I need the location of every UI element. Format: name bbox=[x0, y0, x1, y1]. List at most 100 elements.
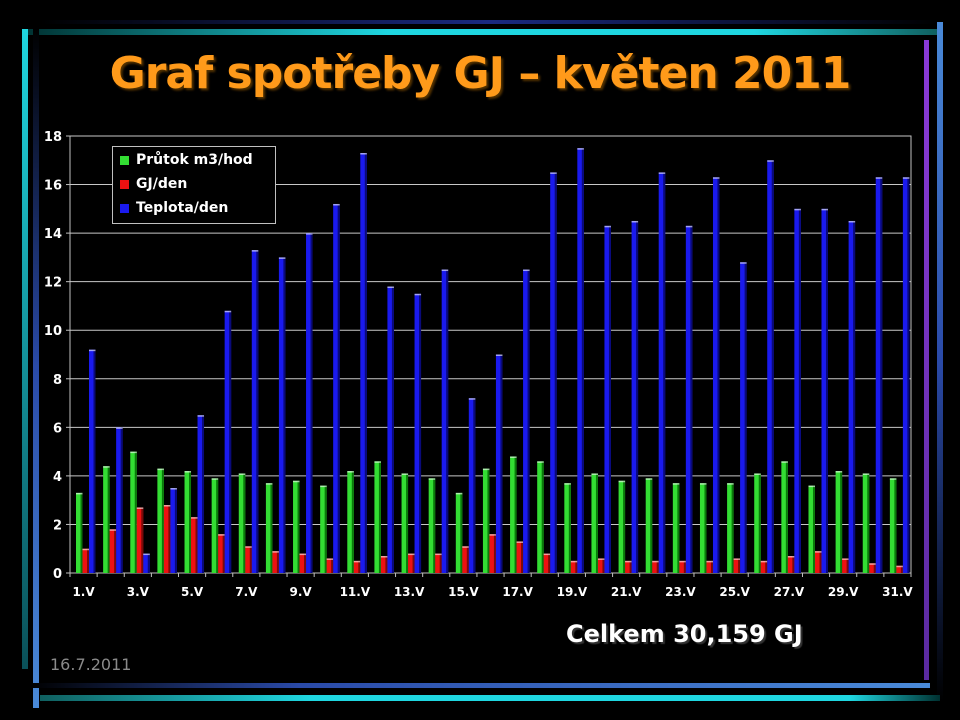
bar-gj-shade bbox=[331, 558, 334, 573]
x-tick-label: 3.V bbox=[127, 585, 150, 599]
bar-gj bbox=[842, 558, 849, 573]
bar-temp bbox=[89, 349, 96, 573]
bar-gj bbox=[869, 563, 876, 573]
bar-flow bbox=[374, 461, 381, 573]
bar-flow-shade bbox=[758, 473, 761, 573]
bar-gj-shade bbox=[439, 553, 442, 573]
bar-flow-shade bbox=[568, 483, 571, 573]
legend-entry-flow: Průtok m3/hod bbox=[119, 149, 253, 171]
bar-gj-top bbox=[245, 546, 252, 548]
bar-temp-shade bbox=[310, 233, 313, 573]
bar-temp-shade bbox=[147, 553, 150, 573]
bar-gj bbox=[733, 558, 741, 573]
y-tick-label: 12 bbox=[44, 276, 62, 291]
bar-flow-shade bbox=[487, 468, 490, 573]
bar-temp-top bbox=[577, 148, 584, 150]
bar-temp-shade bbox=[202, 415, 205, 573]
bar-temp-top bbox=[468, 398, 476, 400]
y-tick-label: 6 bbox=[53, 421, 62, 436]
bar-gj bbox=[380, 556, 388, 573]
x-tick-label: 23.V bbox=[665, 585, 696, 599]
bar-gj-shade bbox=[412, 553, 415, 573]
bar-temp-top bbox=[821, 208, 828, 211]
bar-gj bbox=[489, 534, 496, 573]
bar-temp-shade bbox=[174, 488, 177, 573]
bar-temp-shade bbox=[256, 250, 259, 573]
bar-flow bbox=[699, 483, 707, 573]
bar-flow-top bbox=[347, 471, 354, 473]
bar-gj-top bbox=[462, 546, 469, 548]
bar-gj-shade bbox=[114, 529, 117, 573]
bar-flow-top bbox=[727, 483, 734, 485]
bar-gj bbox=[814, 551, 822, 573]
bar-gj-shade bbox=[249, 546, 252, 573]
bar-temp bbox=[875, 177, 883, 573]
bar-flow bbox=[835, 471, 843, 573]
bar-flow bbox=[672, 483, 680, 573]
bar-gj-shade bbox=[873, 563, 876, 573]
bar-temp-shade bbox=[419, 293, 422, 573]
frame-bar-left-cyan bbox=[22, 29, 28, 669]
bar-flow-shade bbox=[134, 451, 137, 573]
bar-temp bbox=[197, 415, 205, 573]
bar-flow bbox=[591, 473, 598, 573]
bar-temp-top bbox=[767, 160, 774, 162]
bar-flow bbox=[401, 473, 409, 573]
bar-temp-top bbox=[224, 310, 232, 313]
bar-flow-top bbox=[482, 468, 490, 471]
bar-flow bbox=[76, 492, 83, 573]
bar-flow bbox=[645, 478, 653, 573]
x-tick-label: 27.V bbox=[774, 585, 805, 599]
bar-gj-shade bbox=[276, 551, 279, 573]
bar-temp-shade bbox=[717, 177, 720, 573]
bar-gj-top bbox=[896, 565, 903, 568]
bar-temp-top bbox=[89, 349, 96, 352]
x-tick-label: 13.V bbox=[394, 585, 425, 599]
bar-gj bbox=[896, 565, 903, 573]
bar-temp-shade bbox=[771, 160, 774, 573]
bar-flow-shade bbox=[704, 483, 707, 573]
bar-gj-top bbox=[326, 558, 334, 560]
bar-gj bbox=[679, 560, 686, 573]
bar-temp bbox=[306, 233, 313, 573]
bar-temp-top bbox=[712, 177, 720, 179]
bar-temp bbox=[495, 354, 503, 573]
total-consumption: Celkem 30,159 GJ bbox=[566, 620, 803, 648]
x-tick-label: 5.V bbox=[181, 585, 204, 599]
bar-gj-shade bbox=[602, 558, 605, 573]
bar-flow bbox=[320, 485, 327, 573]
bar-flow bbox=[564, 483, 571, 573]
frame-bar-right-blue bbox=[937, 22, 943, 702]
bar-flow bbox=[510, 456, 517, 573]
bar-gj bbox=[272, 551, 279, 573]
bar-flow-top bbox=[645, 478, 653, 480]
bar-gj bbox=[299, 553, 307, 573]
bar-gj-shade bbox=[738, 558, 741, 573]
bar-flow-top bbox=[374, 461, 381, 463]
bar-gj bbox=[326, 558, 334, 573]
bar-gj-shade bbox=[710, 560, 713, 573]
bar-flow bbox=[754, 473, 761, 573]
bar-temp bbox=[333, 203, 340, 573]
bar-temp-shade bbox=[93, 349, 96, 573]
frame-bar-bottom-blue bbox=[30, 683, 930, 688]
bar-temp-top bbox=[794, 208, 801, 211]
y-tick-label: 18 bbox=[44, 130, 62, 145]
bar-gj-top bbox=[760, 560, 768, 563]
bar-flow-shade bbox=[324, 485, 327, 573]
bar-temp-top bbox=[306, 233, 313, 235]
bar-temp bbox=[821, 208, 828, 574]
frame-bar-left-blue bbox=[33, 28, 39, 708]
bar-gj bbox=[597, 558, 605, 573]
bar-temp-shade bbox=[798, 208, 801, 574]
bar-flow-shade bbox=[351, 471, 354, 573]
bar-flow-top bbox=[862, 473, 870, 475]
slide-title: Graf spotřeby GJ – květen 2011 bbox=[109, 48, 852, 99]
bar-gj-top bbox=[435, 553, 442, 556]
bar-flow bbox=[862, 473, 870, 573]
bar-temp-top bbox=[116, 427, 123, 429]
slide-date: 16.7.2011 bbox=[50, 655, 132, 674]
bar-temp-shade bbox=[690, 225, 693, 574]
bar-flow-shade bbox=[460, 492, 463, 573]
bar-flow-shade bbox=[785, 461, 788, 573]
